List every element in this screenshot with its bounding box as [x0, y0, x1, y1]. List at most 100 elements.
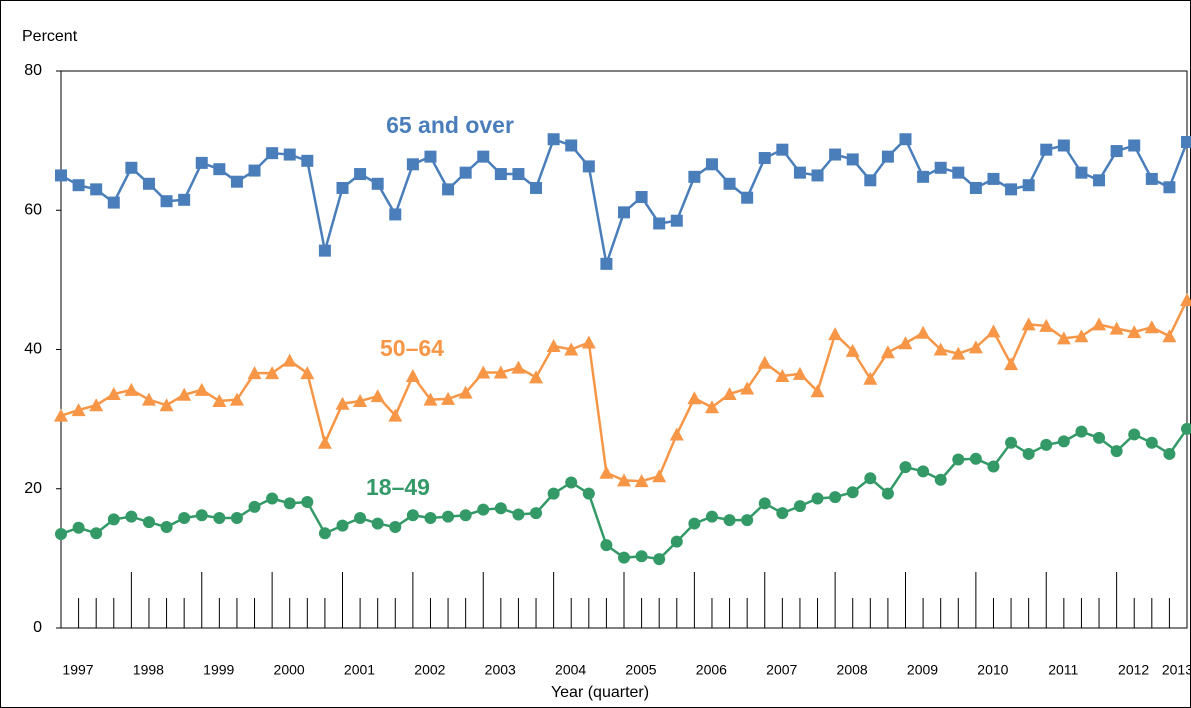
marker: [1074, 329, 1089, 343]
marker: [1163, 447, 1176, 460]
marker: [1127, 325, 1142, 339]
marker: [1092, 317, 1107, 331]
marker: [336, 181, 349, 194]
marker: [178, 511, 191, 524]
marker: [406, 509, 419, 522]
marker: [442, 183, 455, 196]
marker: [318, 244, 331, 257]
marker: [530, 507, 543, 520]
x-axis-title: Year (quarter): [551, 684, 649, 701]
marker: [1110, 145, 1123, 158]
marker: [283, 497, 296, 510]
marker: [1181, 422, 1191, 435]
marker: [459, 509, 472, 522]
marker: [424, 511, 437, 524]
x-tick-label: 2004: [555, 662, 586, 678]
marker: [159, 398, 174, 412]
marker: [266, 147, 279, 160]
marker: [688, 170, 701, 183]
marker: [846, 153, 859, 166]
marker: [529, 370, 544, 384]
marker: [898, 336, 913, 350]
marker: [704, 400, 719, 414]
marker: [828, 327, 843, 341]
marker: [301, 495, 314, 508]
marker: [687, 391, 702, 405]
marker: [669, 427, 684, 441]
marker: [1109, 321, 1124, 335]
x-tick-label: 2012: [1118, 662, 1149, 678]
marker: [124, 382, 139, 396]
marker: [353, 394, 368, 408]
marker: [405, 368, 420, 382]
marker: [107, 196, 120, 209]
marker: [142, 516, 155, 529]
marker: [1144, 320, 1159, 334]
marker: [230, 175, 243, 188]
marker: [600, 539, 613, 552]
marker: [125, 161, 138, 174]
marker: [969, 452, 982, 465]
x-tick-label: 1999: [203, 662, 234, 678]
marker: [635, 550, 648, 563]
marker: [757, 355, 772, 369]
marker: [600, 257, 613, 270]
marker: [424, 150, 437, 163]
marker: [476, 365, 491, 379]
marker: [1145, 436, 1158, 449]
marker: [811, 169, 824, 182]
marker: [811, 492, 824, 505]
marker: [758, 152, 771, 165]
marker: [1056, 331, 1071, 345]
marker: [71, 403, 86, 417]
marker: [582, 160, 595, 173]
marker: [670, 214, 683, 227]
marker: [880, 345, 895, 359]
marker: [477, 150, 490, 163]
marker: [55, 169, 67, 182]
marker: [775, 368, 790, 382]
marker: [142, 177, 155, 190]
marker: [723, 514, 736, 527]
marker: [54, 408, 68, 422]
marker: [546, 339, 561, 353]
marker: [72, 179, 85, 192]
series-label: 50–64: [380, 335, 444, 361]
x-tick-label: 2013: [1162, 662, 1191, 678]
marker: [934, 473, 947, 486]
marker: [1163, 181, 1176, 194]
marker: [1180, 293, 1191, 307]
marker: [987, 460, 1000, 473]
marker: [1039, 318, 1054, 332]
marker: [55, 528, 67, 541]
marker: [986, 324, 1001, 338]
marker: [212, 394, 227, 408]
marker: [829, 491, 842, 504]
marker: [652, 469, 667, 483]
x-tick-label: 2000: [274, 662, 305, 678]
marker: [194, 382, 209, 396]
marker: [688, 517, 701, 530]
marker: [494, 168, 507, 181]
y-tick-label: 0: [33, 619, 42, 636]
marker: [917, 465, 930, 478]
marker: [653, 217, 666, 230]
marker: [864, 472, 877, 485]
marker: [653, 553, 666, 566]
marker: [336, 519, 349, 532]
marker: [318, 527, 331, 540]
marker: [934, 161, 947, 174]
marker: [547, 133, 560, 146]
marker: [741, 514, 754, 527]
marker: [512, 168, 525, 181]
x-tick-label: 1997: [62, 662, 93, 678]
marker: [125, 510, 138, 523]
marker: [511, 360, 526, 374]
marker: [389, 208, 402, 221]
marker: [565, 476, 578, 489]
marker: [899, 461, 912, 474]
marker: [741, 191, 754, 204]
marker: [634, 474, 649, 488]
series-label: 65 and over: [386, 112, 514, 138]
